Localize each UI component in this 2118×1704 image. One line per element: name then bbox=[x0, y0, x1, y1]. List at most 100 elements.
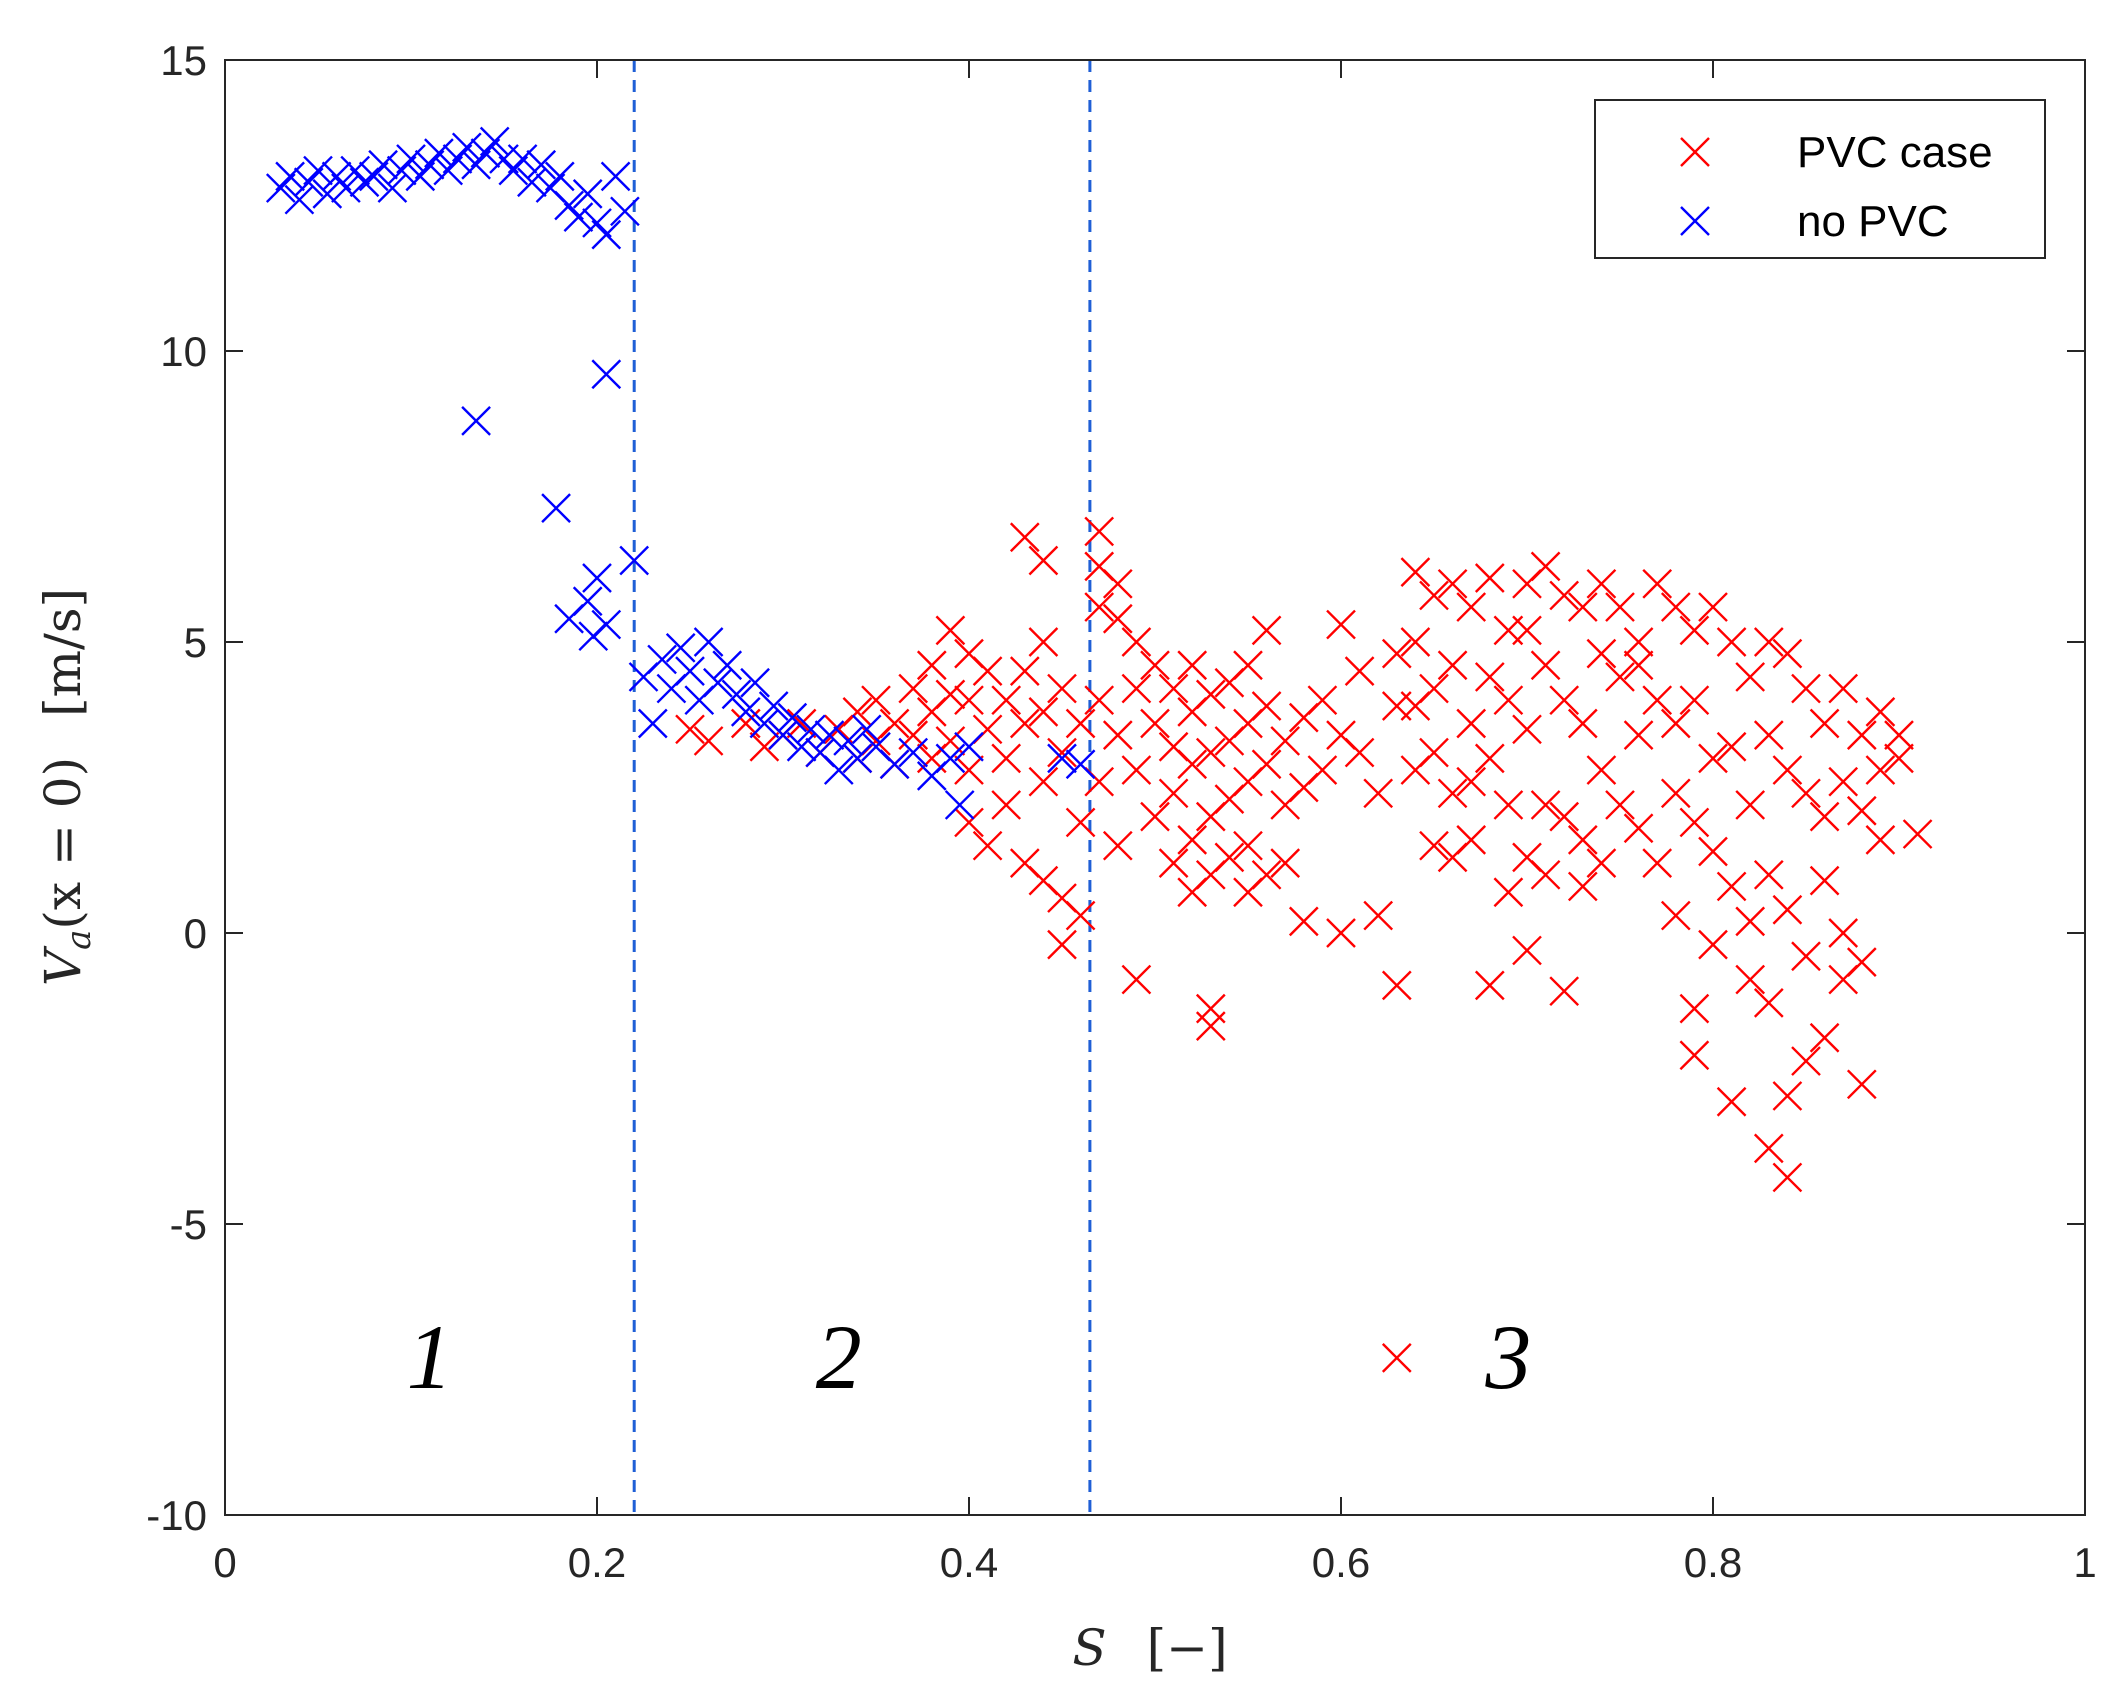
data-point-pvc-case bbox=[1586, 755, 1617, 785]
data-point-no-pvc bbox=[935, 743, 966, 774]
data-point-no-pvc bbox=[572, 179, 603, 209]
data-point-pvc-case bbox=[1028, 545, 1059, 576]
y-axis-label: Va(x = 0)[m/s] bbox=[34, 588, 99, 986]
data-point-pvc-case bbox=[1865, 755, 1896, 785]
data-point-pvc-case bbox=[1846, 947, 1877, 977]
data-point-pvc-case bbox=[1698, 743, 1728, 774]
region-label-2: 2 bbox=[816, 1306, 862, 1408]
data-point-pvc-case bbox=[1809, 708, 1840, 739]
data-point-pvc-case bbox=[1400, 627, 1431, 657]
data-point-no-pvc bbox=[544, 161, 575, 192]
data-point-no-pvc bbox=[358, 161, 389, 192]
data-point-pvc-case bbox=[1642, 848, 1673, 879]
data-point-pvc-case bbox=[935, 615, 966, 646]
data-point-pvc-case bbox=[1735, 906, 1766, 937]
data-point-pvc-case bbox=[935, 679, 966, 710]
data-point-pvc-case bbox=[1809, 865, 1840, 896]
data-point-pvc-case bbox=[1381, 970, 1412, 1001]
data-point-pvc-case bbox=[1716, 1086, 1747, 1117]
data-point-pvc-case bbox=[786, 708, 817, 739]
data-point-pvc-case bbox=[1642, 568, 1673, 599]
data-point-no-pvc bbox=[526, 149, 557, 180]
data-point-pvc-case bbox=[1753, 859, 1784, 890]
data-point-pvc-case bbox=[1512, 935, 1542, 966]
data-point-no-pvc bbox=[600, 161, 631, 192]
region-labels: 1 2 3 bbox=[407, 1306, 1532, 1408]
data-point-no-pvc bbox=[591, 609, 622, 640]
data-point-pvc-case bbox=[1270, 726, 1301, 756]
data-point-no-pvc bbox=[386, 155, 417, 186]
data-point-no-pvc bbox=[433, 155, 464, 186]
data-point-pvc-case bbox=[1679, 685, 1710, 716]
data-point-no-pvc bbox=[368, 149, 398, 180]
data-point-pvc-case bbox=[1177, 825, 1208, 855]
data-point-no-pvc bbox=[879, 749, 910, 780]
data-point-pvc-case bbox=[1419, 737, 1449, 768]
data-point-no-pvc bbox=[721, 679, 752, 710]
data-point-pvc-case bbox=[1195, 679, 1226, 710]
y-axis-ticks: -10 -5 0 5 10 15 bbox=[146, 37, 2085, 1539]
data-point-no-pvc bbox=[377, 173, 408, 203]
data-point-no-pvc bbox=[954, 731, 984, 762]
data-point-pvc-case bbox=[1009, 522, 1040, 553]
data-point-pvc-case bbox=[954, 807, 984, 838]
data-point-pvc-case bbox=[1660, 778, 1691, 809]
data-point-pvc-case bbox=[1549, 976, 1580, 1007]
region-label-3: 3 bbox=[1484, 1306, 1531, 1408]
data-point-pvc-case bbox=[954, 685, 984, 716]
data-point-no-pvc bbox=[693, 627, 724, 657]
data-point-pvc-case bbox=[1623, 650, 1654, 681]
data-point-no-pvc bbox=[541, 493, 571, 523]
data-point-pvc-case bbox=[1456, 592, 1487, 622]
x-tick-label: 0.8 bbox=[1684, 1539, 1742, 1586]
data-point-no-pvc bbox=[796, 714, 826, 745]
data-point-pvc-case bbox=[1512, 615, 1542, 646]
data-point-pvc-case bbox=[1716, 731, 1747, 762]
data-point-pvc-case bbox=[1567, 825, 1598, 855]
data-point-pvc-case bbox=[1288, 906, 1319, 937]
data-point-pvc-case bbox=[1884, 743, 1914, 774]
data-point-pvc-case bbox=[1121, 673, 1152, 704]
data-point-pvc-case bbox=[1195, 737, 1226, 768]
plot-area bbox=[225, 60, 2085, 1515]
data-point-pvc-case bbox=[1419, 673, 1449, 704]
data-point-no-pvc bbox=[675, 656, 705, 686]
data-point-pvc-case bbox=[1735, 662, 1766, 692]
data-point-pvc-case bbox=[1121, 627, 1152, 657]
data-point-pvc-case bbox=[1512, 714, 1542, 745]
data-point-no-pvc bbox=[470, 138, 501, 168]
data-point-pvc-case bbox=[1809, 801, 1840, 832]
data-point-pvc-case bbox=[1735, 790, 1766, 820]
data-point-pvc-case bbox=[1549, 801, 1580, 832]
data-point-no-pvc bbox=[591, 359, 622, 390]
region-dividers bbox=[632, 60, 1092, 1515]
data-point-pvc-case bbox=[1270, 848, 1301, 879]
data-point-pvc-case bbox=[861, 685, 891, 716]
data-point-pvc-case bbox=[1251, 859, 1282, 890]
data-point-pvc-case bbox=[842, 696, 873, 727]
data-point-pvc-case bbox=[1493, 790, 1524, 820]
data-point-no-pvc bbox=[554, 190, 584, 221]
data-point-pvc-case bbox=[1251, 691, 1282, 721]
data-point-pvc-case bbox=[1753, 1133, 1784, 1164]
data-point-pvc-case bbox=[1791, 1046, 1821, 1076]
data-point-no-pvc bbox=[740, 667, 770, 698]
data-point-no-pvc bbox=[703, 667, 733, 698]
data-point-pvc-case bbox=[972, 830, 1003, 861]
data-point-no-pvc bbox=[647, 644, 677, 675]
data-point-pvc-case bbox=[1456, 708, 1487, 739]
data-point-pvc-case bbox=[1102, 568, 1133, 599]
data-point-pvc-case bbox=[1698, 836, 1728, 867]
data-point-pvc-case bbox=[1363, 778, 1394, 809]
data-point-pvc-case bbox=[1102, 603, 1133, 634]
data-point-no-pvc bbox=[619, 545, 650, 576]
data-point-pvc-case bbox=[693, 726, 724, 756]
data-point-no-pvc bbox=[814, 720, 845, 750]
legend-label-no-pvc: no PVC bbox=[1797, 197, 1949, 246]
data-point-no-pvc bbox=[944, 790, 975, 820]
data-point-pvc-case bbox=[1456, 766, 1487, 797]
data-point-pvc-case bbox=[1084, 592, 1115, 622]
data-point-pvc-case bbox=[1772, 1162, 1803, 1193]
x-tick-label: 1 bbox=[2073, 1539, 2096, 1586]
data-point-pvc-case bbox=[1567, 871, 1598, 902]
